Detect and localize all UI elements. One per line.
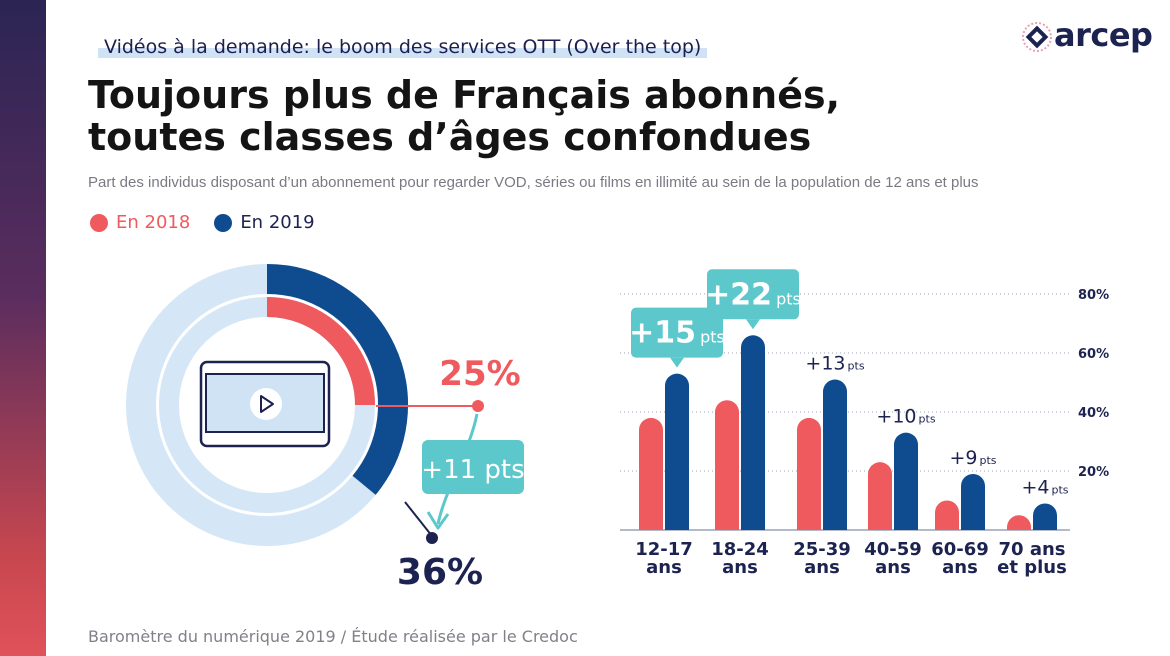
change-callout-box: [631, 307, 723, 358]
bar-2019: [665, 373, 689, 530]
change-unit: pts: [979, 454, 996, 467]
bar-2018: [715, 400, 739, 530]
change-value: +13: [805, 353, 845, 375]
donut-arc-2019: [266, 264, 408, 495]
page-title: Toujours plus de Français abonnés, toute…: [88, 74, 948, 158]
x-tick-label: et plus: [997, 557, 1067, 578]
x-tick-label: ans: [722, 557, 758, 578]
x-tick-label: 12-17: [635, 539, 693, 560]
x-tick-label: 25-39: [793, 539, 851, 560]
change-value: +22: [705, 277, 772, 312]
change-callout-label: +22 pts: [705, 277, 801, 312]
change-unit: pts: [919, 413, 936, 426]
x-tick-label: 70 ans: [999, 539, 1066, 560]
change-callout-box: [707, 269, 799, 320]
legend-item-2019: En 2019: [214, 212, 315, 233]
legend-item-2018: En 2018: [90, 212, 190, 233]
change-callout-box: [422, 440, 524, 494]
x-tick-label: 18-24: [711, 539, 769, 560]
change-value: +9: [949, 447, 977, 469]
bar-2019: [894, 432, 918, 530]
y-tick-label: 80%: [1078, 288, 1109, 303]
x-tick-label: ans: [875, 557, 911, 578]
play-icon: [260, 395, 274, 413]
logo-wordmark: arcep: [1054, 16, 1153, 54]
y-tick-label: 60%: [1078, 347, 1109, 362]
legend-label-2018: En 2018: [116, 212, 191, 233]
change-label: +10 pts: [876, 406, 935, 428]
change-callout-pointer: [670, 357, 684, 368]
bar-2018: [935, 500, 959, 530]
y-tick-label: 20%: [1078, 465, 1109, 480]
change-label: +9 pts: [949, 447, 996, 469]
source-note: Baromètre du numérique 2019 / Étude réal…: [88, 627, 578, 646]
change-callout-pointer: [746, 319, 760, 330]
change-value: +10: [876, 406, 916, 428]
x-tick-label: 60-69: [931, 539, 989, 560]
donut-arc-2018: [266, 297, 375, 406]
x-tick-label: 40-59: [864, 539, 922, 560]
bar-2018: [639, 417, 663, 530]
change-label: +13 pts: [805, 353, 864, 375]
donut-value-label-2019: 36%: [397, 552, 483, 593]
legend-label-2019: En 2019: [240, 212, 315, 233]
bar-2019: [741, 335, 765, 530]
bar-2019: [823, 379, 847, 530]
leader-dot-2019: [426, 532, 438, 544]
x-tick-label: ans: [646, 557, 682, 578]
change-value: +15: [629, 316, 696, 351]
change-unit: pts: [848, 360, 865, 373]
change-unit: pts: [776, 289, 801, 308]
change-callout-label: +15 pts: [629, 316, 725, 351]
change-callout-label: +11 pts: [421, 455, 524, 485]
chart-subtitle: Part des individus disposant d’un abonne…: [88, 174, 979, 191]
donut-value-label-2018: 25%: [439, 354, 520, 394]
x-tick-label: ans: [942, 557, 978, 578]
x-tick-label: ans: [804, 557, 840, 578]
change-value: +4: [1021, 476, 1049, 498]
arcep-logo-icon: [1022, 22, 1052, 52]
legend-swatch-2018: [90, 213, 108, 232]
kicker-heading: Vidéos à la demande: le boom des service…: [98, 36, 708, 58]
chart-legend: En 2018 En 2019: [90, 212, 315, 233]
change-label: +4 pts: [1021, 476, 1068, 498]
y-tick-label: 40%: [1078, 406, 1109, 421]
bar-2018: [868, 462, 892, 530]
leader-line-2019: [404, 501, 433, 537]
leader-dot-2018: [472, 400, 484, 412]
title-line-2: toutes classes d’âges confondues: [88, 115, 812, 159]
title-line-1: Toujours plus de Français abonnés,: [88, 73, 841, 117]
change-unit: pts: [1051, 483, 1068, 496]
bar-2018: [1007, 515, 1031, 530]
change-arrowhead: [426, 511, 450, 530]
change-unit: pts: [700, 328, 725, 347]
side-gradient-band: [0, 0, 46, 656]
legend-swatch-2019: [214, 213, 233, 232]
video-player-icon: [199, 360, 331, 448]
bar-2019: [1033, 503, 1057, 530]
play-button-circle: [250, 388, 282, 420]
bar-2019: [961, 473, 985, 530]
bar-2018: [797, 417, 821, 530]
